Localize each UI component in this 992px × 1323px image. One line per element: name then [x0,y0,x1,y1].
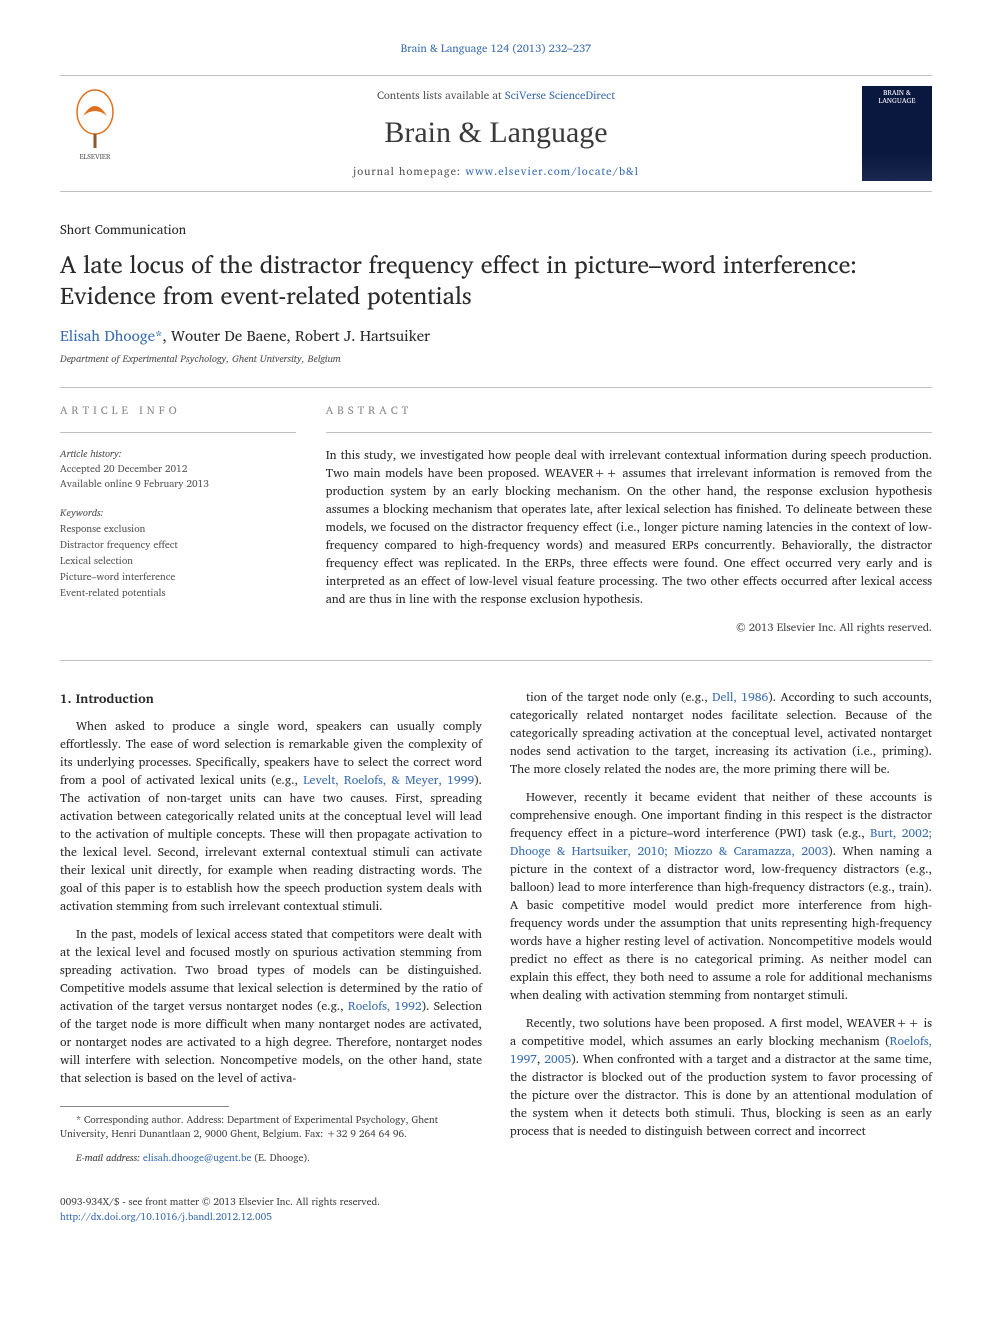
article-history: Article history: Accepted 20 December 20… [60,447,296,492]
authors-rest: , Wouter De Baene, Robert J. Hartsuiker [162,323,429,348]
ref-link[interactable]: Roelofs, 1992 [348,997,422,1016]
body-para: In the past, models of lexical access st… [60,926,482,1088]
article-info-col: article info Article history: Accepted 2… [60,402,296,636]
divider-bottom [60,660,932,661]
article-info-label: article info [60,402,296,419]
keyword: Lexical selection [60,553,296,569]
svg-text:ELSEVIER: ELSEVIER [79,152,111,161]
online-date: Available online 9 February 2013 [60,477,296,492]
info-divider-1 [60,432,296,433]
citation-link[interactable]: Brain & Language 124 (2013) 232–237 [401,39,592,57]
keywords-label: Keywords: [60,506,296,521]
abstract-col: abstract In this study, we investigated … [326,402,932,636]
homepage-line: journal homepage: www.elsevier.com/locat… [130,163,862,180]
abstract-text: In this study, we investigated how peopl… [326,447,932,609]
section-heading: 1. Introduction [60,689,482,709]
journal-cover-thumb: BRAIN & LANGUAGE [862,86,932,181]
accepted-date: Accepted 20 December 2012 [60,462,296,477]
doi-link[interactable]: http://dx.doi.org/10.1016/j.bandl.2012.1… [60,1209,272,1225]
keyword: Distractor frequency effect [60,537,296,553]
sciencedirect-link[interactable]: SciVerse ScienceDirect [505,86,615,104]
header-center: Contents lists available at SciVerse Sci… [130,87,862,179]
footnote-separator [60,1106,229,1107]
abstract-copyright: © 2013 Elsevier Inc. All rights reserved… [326,619,932,636]
contents-line: Contents lists available at SciVerse Sci… [130,87,862,104]
journal-homepage-link[interactable]: www.elsevier.com/locate/b&l [465,162,639,180]
history-label: Article history: [60,447,296,462]
elsevier-logo: ELSEVIER [60,93,130,173]
article-title: A late locus of the distractor frequency… [60,249,932,311]
keywords-list: Response exclusion Distractor frequency … [60,521,296,601]
journal-header: ELSEVIER Contents lists available at Sci… [60,75,932,192]
keyword: Picture–word interference [60,569,296,585]
body-col-left: 1. Introduction When asked to produce a … [60,689,482,1176]
keywords-block: Keywords: Response exclusion Distractor … [60,506,296,601]
email-link[interactable]: elisah.dhooge@ugent.be [143,1150,251,1166]
corresponding-footnote: * Corresponding author. Address: Departm… [60,1113,482,1141]
keyword: Response exclusion [60,521,296,537]
abstract-divider [326,432,932,433]
elsevier-tree-icon: ELSEVIER [65,86,125,180]
body-para: However, recently it became evident that… [510,789,932,1005]
journal-title: Brain & Language [130,110,862,155]
abstract-label: abstract [326,402,932,419]
body-para: tion of the target node only (e.g., Dell… [510,689,932,779]
info-abstract-row: article info Article history: Accepted 2… [60,402,932,636]
ref-link[interactable]: Dell, 1986 [712,688,768,707]
email-footnote: E-mail address: elisah.dhooge@ugent.be (… [60,1151,482,1165]
ref-link[interactable]: Levelt, Roelofs, & Meyer, 1999 [303,771,474,790]
citation-header: Brain & Language 124 (2013) 232–237 [60,40,932,57]
article-type: Short Communication [60,220,932,240]
body-para: When asked to produce a single word, spe… [60,718,482,916]
body-para: Recently, two solutions have been propos… [510,1015,932,1141]
body-col-right: tion of the target node only (e.g., Dell… [510,689,932,1176]
keyword: Event-related potentials [60,585,296,601]
affiliation: Department of Experimental Psychology, G… [60,352,932,367]
body-columns: 1. Introduction When asked to produce a … [60,689,932,1176]
issn-line: 0093-934X/$ - see front matter © 2013 El… [60,1195,932,1210]
divider-top [60,387,932,388]
ref-link[interactable]: 2005 [544,1050,571,1069]
author-link-1[interactable]: Elisah Dhooge [60,323,155,348]
footer: 0093-934X/$ - see front matter © 2013 El… [60,1195,932,1225]
authors: Elisah Dhooge*, Wouter De Baene, Robert … [60,325,932,348]
